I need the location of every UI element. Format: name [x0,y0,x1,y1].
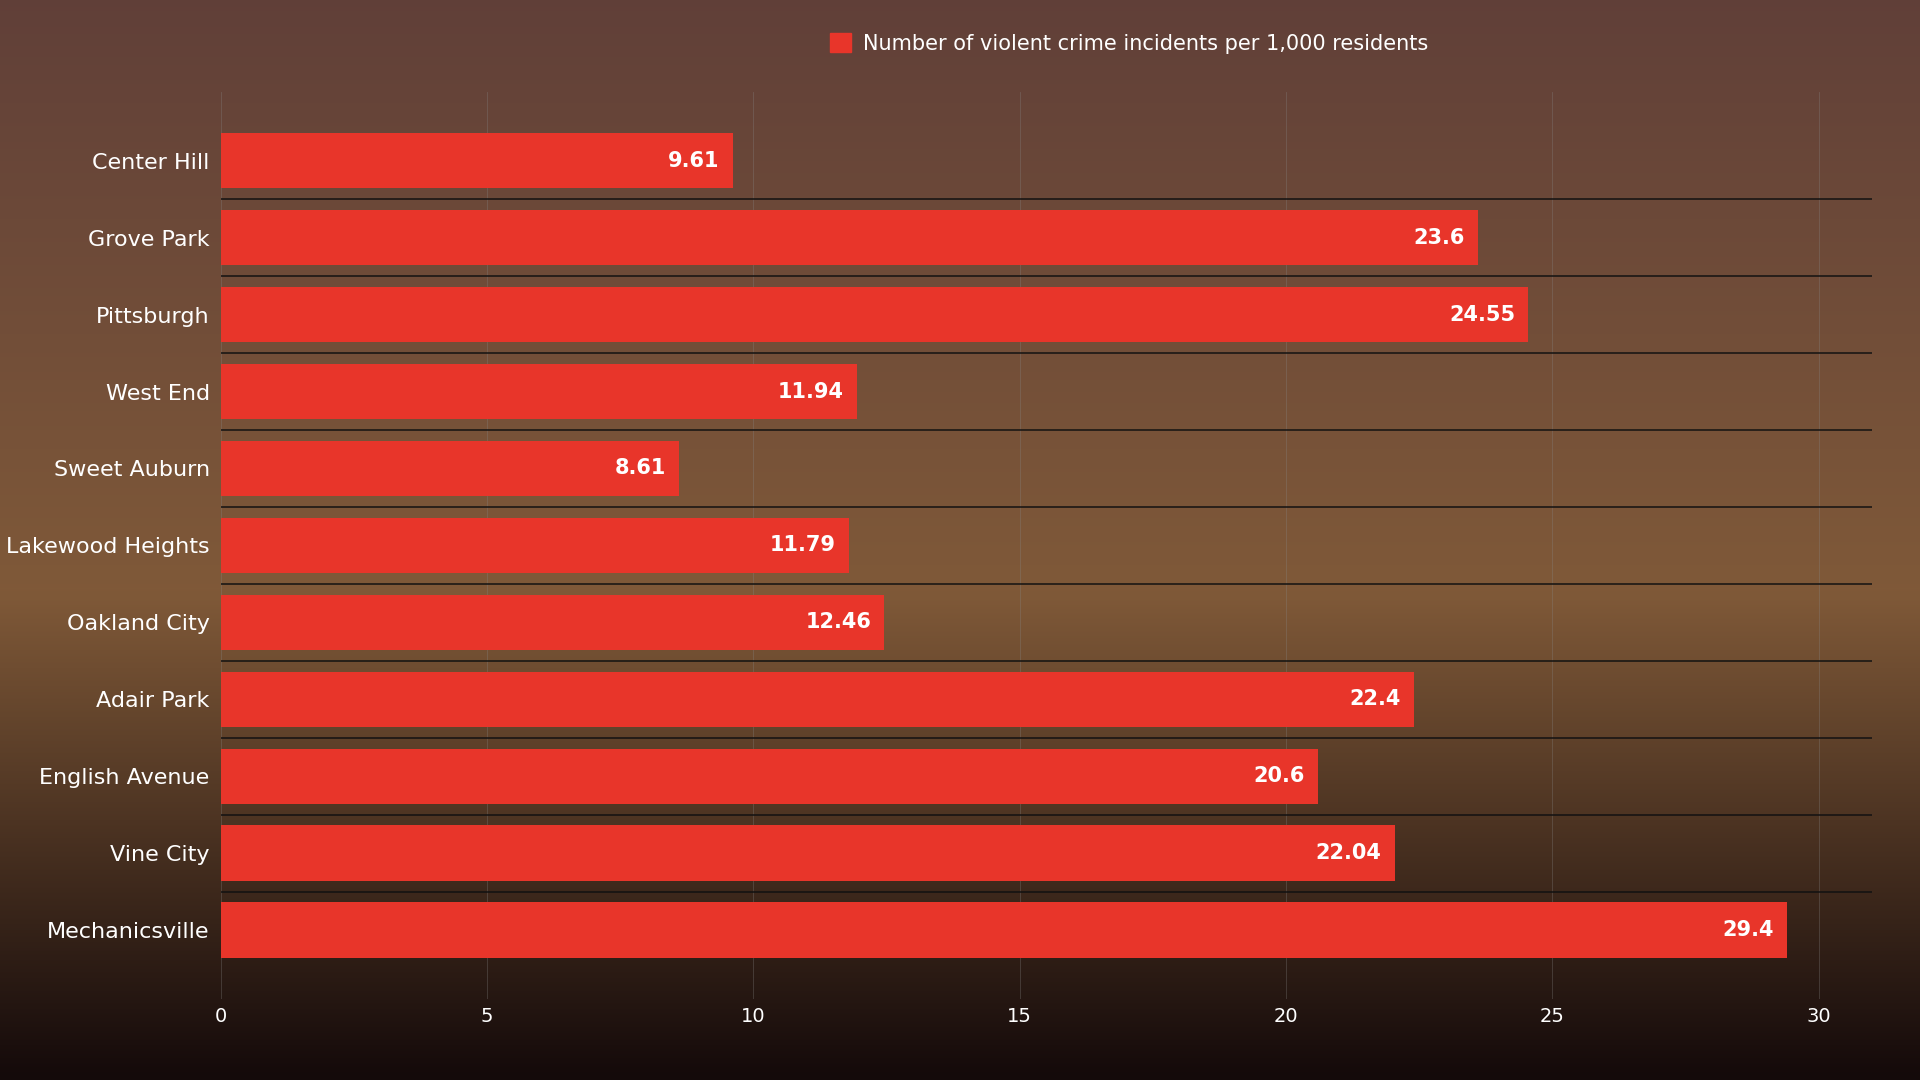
Bar [221,903,1788,958]
Bar [221,364,856,419]
Legend: Number of violent crime incidents per 1,000 residents: Number of violent crime incidents per 1,… [822,25,1436,63]
Text: 20.6: 20.6 [1254,766,1306,786]
Bar [221,441,680,496]
Text: 12.46: 12.46 [804,612,872,632]
Text: 11.94: 11.94 [778,381,843,402]
Bar [221,748,1317,804]
Text: 23.6: 23.6 [1413,228,1465,247]
Bar [221,287,1528,342]
Text: 22.4: 22.4 [1350,689,1400,710]
Text: 29.4: 29.4 [1722,920,1774,940]
Bar [221,517,849,573]
Bar [221,210,1478,266]
Bar [221,595,885,650]
Bar [221,133,733,188]
Text: 9.61: 9.61 [668,151,720,171]
Text: 22.04: 22.04 [1315,843,1380,863]
Bar [221,672,1413,727]
Text: 11.79: 11.79 [770,536,835,555]
Text: 8.61: 8.61 [614,459,666,478]
Text: 24.55: 24.55 [1450,305,1515,325]
Bar [221,825,1394,881]
